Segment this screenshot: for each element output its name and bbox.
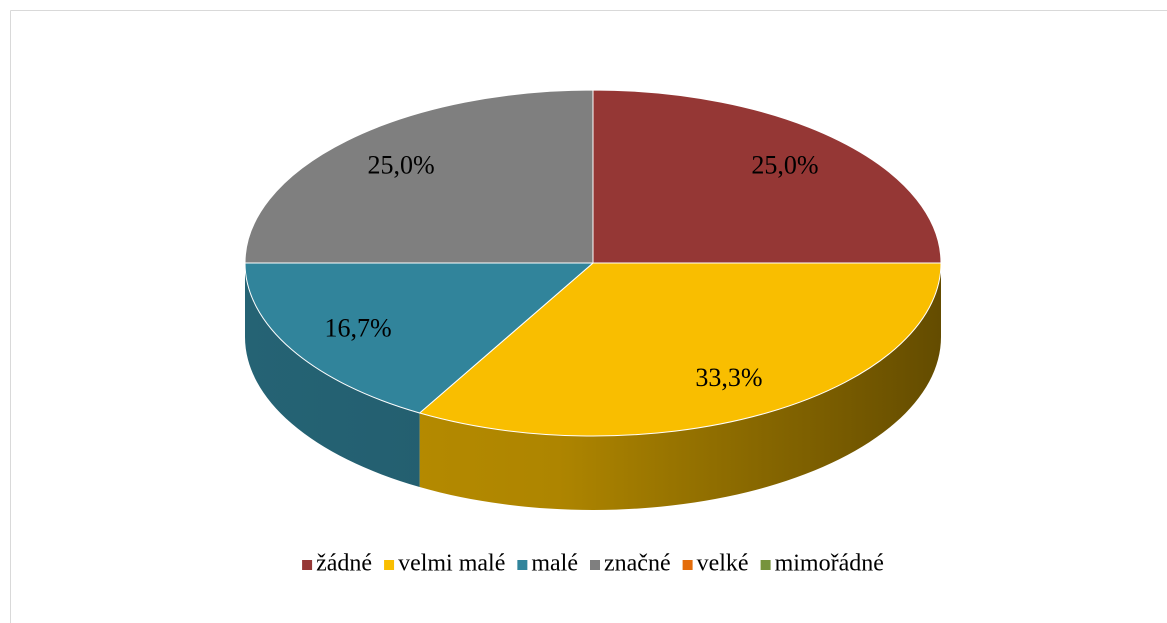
data-labels: 25,0% 33,3% 16,7% 25,0% bbox=[324, 151, 818, 392]
data-label: 25,0% bbox=[367, 151, 434, 180]
pie-slice bbox=[418, 262, 942, 437]
pie-sides bbox=[245, 263, 941, 510]
legend-swatch bbox=[760, 560, 771, 570]
data-label: 33,3% bbox=[695, 363, 762, 392]
legend-swatch bbox=[517, 560, 528, 570]
pie-slice bbox=[592, 89, 942, 264]
pie-side bbox=[245, 263, 420, 488]
legend-swatch bbox=[384, 560, 395, 570]
data-label: 25,0% bbox=[751, 151, 818, 180]
legend-swatch bbox=[682, 560, 693, 570]
legend-label: velmi malé bbox=[398, 551, 505, 577]
legend-label: mimořádné bbox=[775, 551, 884, 577]
legend-label: žádné bbox=[316, 551, 372, 577]
pie-side bbox=[419, 263, 941, 510]
data-label: 16,7% bbox=[324, 314, 391, 343]
legend-swatch bbox=[302, 560, 313, 570]
pie-slice bbox=[244, 89, 594, 264]
legend: žádné velmi malé malé značné velké mimořádné bbox=[302, 551, 884, 577]
legend-label: velké bbox=[697, 551, 749, 577]
legend-label: značné bbox=[604, 551, 671, 577]
legend-label: malé bbox=[531, 551, 578, 577]
pie-tops bbox=[244, 89, 942, 437]
pie-slice bbox=[244, 262, 595, 414]
legend-swatch bbox=[590, 560, 600, 570]
